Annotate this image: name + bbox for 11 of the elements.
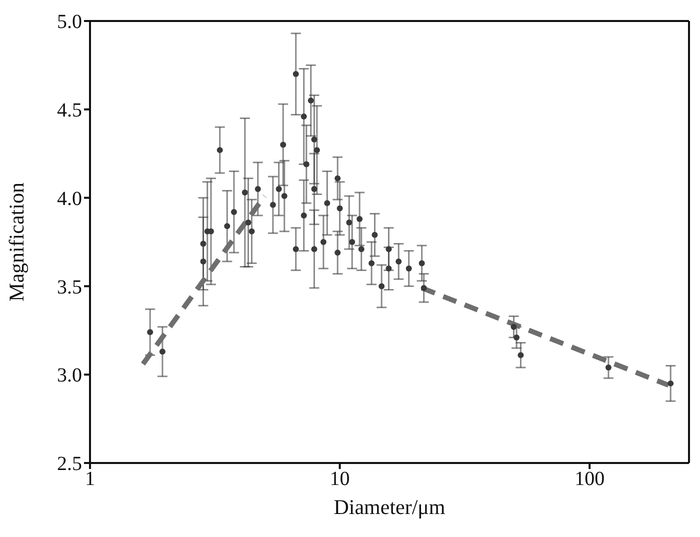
y-axis-title: Magnification [4, 182, 28, 302]
y-tick-label: 5.0 [57, 11, 82, 34]
x-axis-title: Diameter/μm [334, 494, 446, 519]
y-tick-label: 3.5 [57, 276, 82, 298]
y-tick-label: 2.5 [57, 453, 82, 476]
x-tick-label: 10 [330, 468, 350, 490]
y-tick-label: 4.5 [57, 100, 82, 122]
y-tick-label: 4.0 [57, 188, 82, 210]
x-tick-label: 1 [85, 468, 95, 490]
y-tick-label: 3.0 [57, 364, 82, 387]
x-tick-label: 100 [574, 468, 605, 490]
